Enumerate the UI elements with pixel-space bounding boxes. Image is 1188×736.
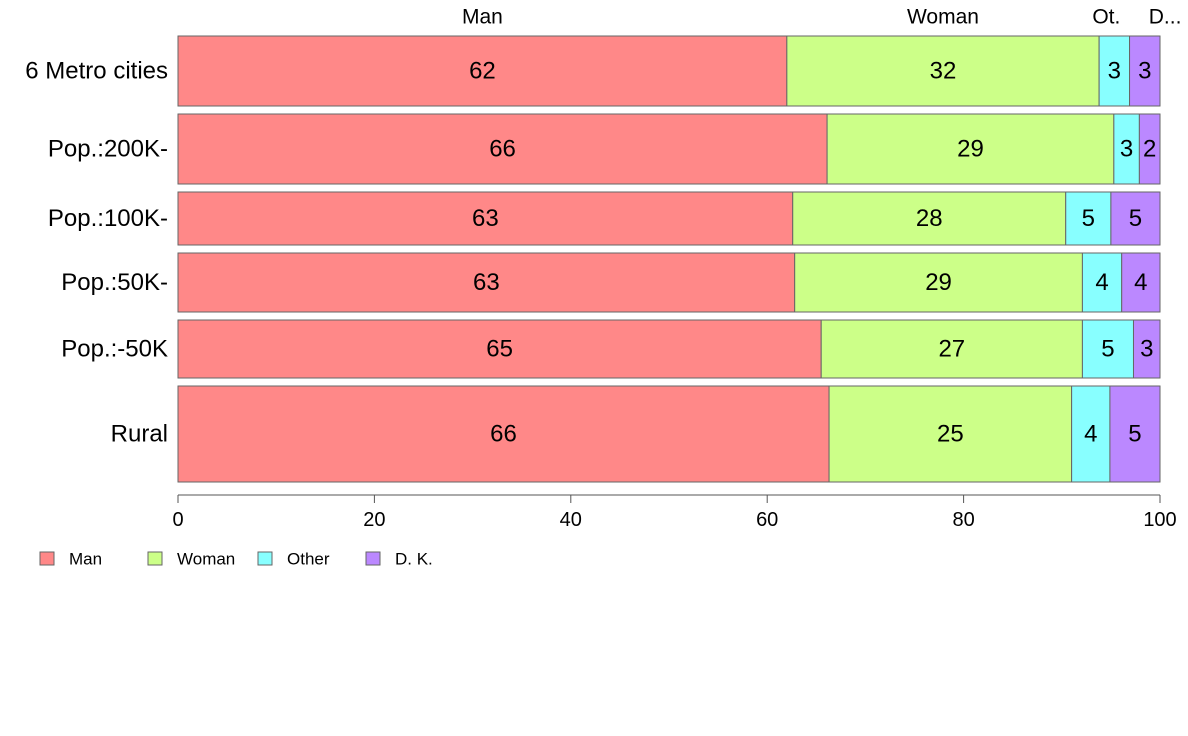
bar-woman-pop-100k — [792, 191, 1067, 246]
category-label-rural: Rural — [111, 421, 168, 448]
value-label-man-pop-200k: 66 — [489, 136, 516, 163]
bar-other-6-metro-cities — [1098, 35, 1131, 107]
category-label-pop-200k: Pop.:200K- — [48, 136, 168, 163]
x-axis: 0 20 40 60 80 100 — [172, 494, 1177, 531]
value-label-other-6-metro-cities: 3 — [1108, 58, 1121, 85]
x-tick-label-80: 80 — [952, 509, 974, 531]
top-labels-layer: Man Woman Ot. D... — [462, 6, 1181, 29]
value-label-other-pop-50k: 5 — [1101, 336, 1114, 363]
value-label-other-pop-50k: 4 — [1095, 269, 1108, 296]
value-label-woman-pop-200k: 29 — [957, 136, 984, 163]
value-label-d-k-pop-50k: 3 — [1140, 336, 1153, 363]
category-label-pop-100k: Pop.:100K- — [48, 205, 168, 232]
legend-label-woman: Woman — [177, 550, 235, 569]
bar-man-pop-50k — [177, 252, 796, 313]
category-label-6-metro-cities: 6 Metro cities — [25, 58, 168, 85]
value-label-d-k-pop-100k: 5 — [1129, 205, 1142, 232]
bar-woman-rural — [828, 385, 1073, 483]
value-label-other-pop-200k: 3 — [1120, 136, 1133, 163]
bar-man-rural — [177, 385, 830, 483]
bar-d-k-pop-200k — [1138, 113, 1161, 185]
value-label-other-rural: 4 — [1084, 421, 1097, 448]
legend-swatch-d-k — [365, 551, 381, 566]
value-label-woman-6-metro-cities: 32 — [930, 58, 957, 85]
bar-d-k-pop-50k — [1132, 319, 1161, 379]
top-label-2: Ot. — [1092, 6, 1120, 29]
top-label-0: Man — [462, 6, 503, 29]
legend-label-man: Man — [69, 550, 102, 569]
x-tick-label-60: 60 — [756, 509, 778, 531]
category-label-pop-50k: Pop.:50K- — [61, 269, 168, 296]
value-labels-layer: 62 32 3 366 29 3 263 28 5 563 29 4 465 27 5 366 25 4 5 — [469, 58, 1156, 448]
value-label-other-pop-100k: 5 — [1082, 205, 1095, 232]
legend: Man Woman Other D. K. — [39, 550, 433, 569]
value-label-woman-pop-50k: 27 — [938, 336, 965, 363]
bar-man-pop-100k — [177, 191, 794, 246]
value-label-man-6-metro-cities: 62 — [469, 58, 496, 85]
legend-swatch-other — [257, 551, 273, 566]
value-label-d-k-rural: 5 — [1128, 421, 1141, 448]
value-label-man-pop-100k: 63 — [472, 205, 499, 232]
bars-layer — [177, 35, 1161, 483]
value-label-man-pop-50k: 63 — [473, 269, 500, 296]
x-tick-label-40: 40 — [560, 509, 582, 531]
value-label-d-k-pop-50k: 4 — [1134, 269, 1147, 296]
bar-woman-6-metro-cities — [786, 35, 1100, 107]
x-tick-label-0: 0 — [172, 509, 183, 531]
bar-other-rural — [1071, 385, 1111, 483]
x-tick-label-20: 20 — [363, 509, 385, 531]
bar-other-pop-50k — [1081, 252, 1123, 313]
top-label-1: Woman — [907, 6, 979, 29]
bar-other-pop-200k — [1113, 113, 1140, 185]
bar-woman-pop-50k — [794, 252, 1083, 313]
legend-swatch-woman — [147, 551, 163, 566]
legend-swatch-man — [39, 551, 55, 566]
value-label-man-rural: 66 — [490, 421, 517, 448]
bar-man-pop-50k — [177, 319, 822, 379]
category-label-pop-50k: Pop.:-50K — [61, 336, 168, 363]
bar-d-k-rural — [1109, 385, 1161, 483]
value-label-woman-pop-100k: 28 — [916, 205, 943, 232]
bar-other-pop-100k — [1065, 191, 1112, 246]
value-label-d-k-6-metro-cities: 3 — [1138, 58, 1151, 85]
bar-man-pop-200k — [177, 113, 828, 185]
bar-d-k-pop-50k — [1121, 252, 1161, 313]
category-labels-layer: 6 Metro cities Pop.:200K- Pop.:100K- Pop.:5… — [25, 58, 168, 448]
bar-d-k-pop-100k — [1110, 191, 1161, 246]
legend-label-other: Other — [287, 550, 330, 569]
bar-man-6-metro-cities — [177, 35, 788, 107]
x-tick-label-100: 100 — [1143, 509, 1176, 531]
bar-woman-pop-50k — [820, 319, 1083, 379]
value-label-woman-rural: 25 — [937, 421, 964, 448]
value-label-woman-pop-50k: 29 — [925, 269, 952, 296]
bar-woman-pop-200k — [826, 113, 1115, 185]
value-label-d-k-pop-200k: 2 — [1143, 136, 1156, 163]
bar-d-k-6-metro-cities — [1129, 35, 1161, 107]
legend-label-d-k: D. K. — [395, 550, 433, 569]
bar-other-pop-50k — [1081, 319, 1134, 379]
top-label-3: D... — [1149, 6, 1182, 29]
value-label-man-pop-50k: 65 — [486, 336, 513, 363]
